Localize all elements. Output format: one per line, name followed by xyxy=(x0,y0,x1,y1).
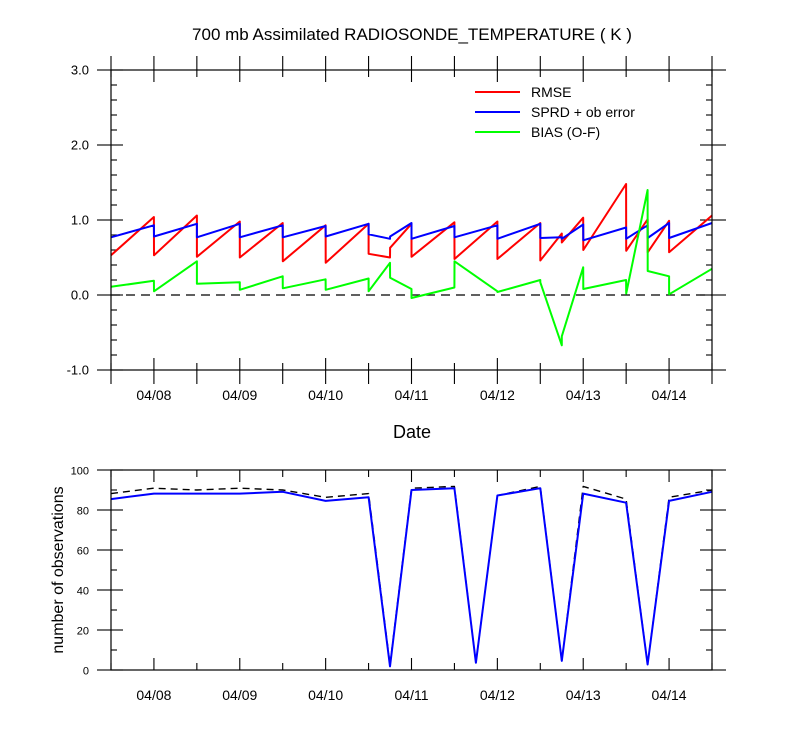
legend-label: SPRD + ob error xyxy=(531,104,635,120)
series-line-bias-o-f xyxy=(110,189,713,347)
y-tick-label: 60 xyxy=(77,546,89,558)
top-chart-frame xyxy=(110,69,713,371)
legend-label: RMSE xyxy=(531,84,571,100)
x-tick-label: 04/10 xyxy=(308,387,343,403)
x-tick-label: 04/09 xyxy=(222,387,257,403)
bottom-chart-series xyxy=(110,485,713,668)
bottom-chart-ticks xyxy=(97,469,726,671)
chart-title: 700 mb Assimilated RADIOSONDE_TEMPERATUR… xyxy=(192,25,632,44)
legend-label: BIAS (O-F) xyxy=(531,124,600,140)
series-line-rmse xyxy=(110,183,713,264)
observation-count-chart: 04/08 04/09 04/10 04/11 04/12 04/13 04/14 0 20 40… xyxy=(50,466,726,704)
y-tick-label: 80 xyxy=(77,506,89,518)
y-tick-label: 3.0 xyxy=(71,63,89,78)
x-tick-label: 04/13 xyxy=(566,387,601,403)
y-tick-label: 1.0 xyxy=(71,213,89,228)
x-tick-label: 04/11 xyxy=(395,387,429,403)
top-chart-series xyxy=(110,183,713,347)
x-tick-label: 04/12 xyxy=(480,387,515,403)
rmse-spread-bias-chart: 04/08 04/09 04/10 04/11 04/12 04/13 04/14 -1.0 0… xyxy=(67,56,726,442)
series-line-sprd-ob-error xyxy=(110,222,713,242)
x-tick-label: 04/09 xyxy=(222,687,257,703)
top-chart-tick-labels: 04/08 04/09 04/10 04/11 04/12 04/13 04/14 -1.0 0… xyxy=(67,63,687,404)
y-tick-label: 40 xyxy=(77,586,89,598)
x-tick-label: 04/12 xyxy=(480,687,515,703)
x-tick-label: 04/08 xyxy=(136,387,171,403)
series-line-solid xyxy=(110,487,713,668)
x-tick-label: 04/11 xyxy=(395,687,429,703)
series-line-dashed xyxy=(110,485,713,666)
y-tick-label: 0 xyxy=(83,666,89,678)
y-tick-label: 2.0 xyxy=(71,138,89,153)
x-tick-label: 04/13 xyxy=(566,687,601,703)
x-tick-label: 04/10 xyxy=(308,687,343,703)
y-axis-label-observations: number of observations xyxy=(50,486,67,653)
x-axis-label: Date xyxy=(393,422,431,442)
bottom-chart-frame xyxy=(110,469,713,671)
x-tick-label: 04/14 xyxy=(652,387,687,403)
y-tick-label: 20 xyxy=(77,626,89,638)
y-tick-label: 100 xyxy=(71,466,89,478)
bottom-chart-tick-labels: 04/08 04/09 04/10 04/11 04/12 04/13 04/14 0 20 40… xyxy=(71,466,687,704)
y-tick-label: -1.0 xyxy=(67,363,89,378)
y-tick-label: 0.0 xyxy=(71,288,89,303)
x-tick-label: 04/08 xyxy=(136,687,171,703)
x-tick-label: 04/14 xyxy=(652,687,687,703)
legend: RMSE SPRD + ob error BIAS (O-F) xyxy=(475,84,635,140)
